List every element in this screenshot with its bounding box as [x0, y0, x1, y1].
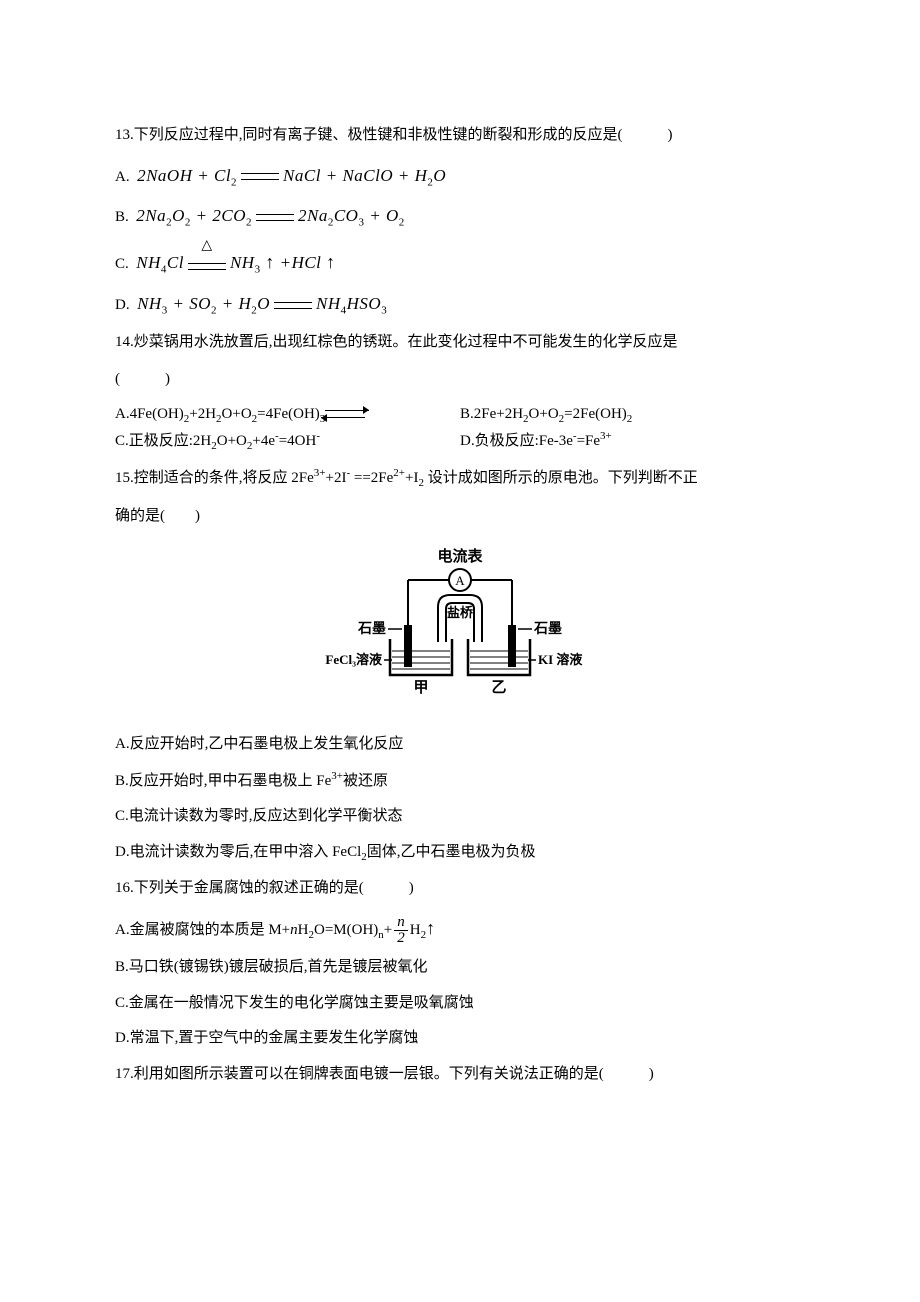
q15-option-d: D.电流计读数为零后,在甲中溶入 FeCl2固体,乙中石墨电极为负极 [115, 837, 805, 869]
q13-option-d: D. NH3 + SO2 + H2ONH4HSO3 [115, 286, 805, 322]
q13-c-formula: NH4Cl△NH3 ↑ +HCl ↑ [136, 253, 335, 272]
q13-d-label: D. [115, 297, 130, 313]
q13-option-c: C. NH4Cl△NH3 ↑ +HCl ↑ [115, 244, 805, 282]
q15-option-a: A.反应开始时,乙中石墨电极上发生氧化反应 [115, 729, 805, 761]
left-beaker-label: 甲 [413, 679, 428, 696]
salt-bridge-label: 盐桥 [447, 605, 474, 620]
q16-a-prefix: A.金属被腐蚀的本质是 M+ [115, 922, 290, 938]
left-solution-label: FeCl₃溶液 [325, 652, 382, 667]
q14-option-b: B.2Fe+2H2O+O2=2Fe(OH)2 [460, 402, 805, 429]
q16-option-b: B.马口铁(镀锡铁)镀层破损后,首先是镀层被氧化 [115, 952, 805, 984]
diagram-title: 电流表 [437, 547, 483, 565]
right-solution-label: KI 溶液 [538, 652, 582, 667]
q13-option-a: A. 2NaOH + Cl2NaCl + NaClO + H2O [115, 158, 805, 194]
frac-num: n [394, 915, 408, 931]
ammeter-label: A [455, 573, 465, 588]
q14-stem2: ( ) [115, 364, 805, 396]
q15-stem: 15.控制适合的条件,将反应 2Fe3++2I- ==2Fe2++I2 设计成如… [115, 462, 805, 495]
q13-b-label: B. [115, 209, 129, 225]
q16-stem: 16.下列关于金属腐蚀的叙述正确的是( ) [115, 873, 805, 905]
q16-option-a: A.金属被腐蚀的本质是 M+nH2O=M(OH)n+n2H2↑ [115, 910, 805, 948]
q14-option-c: C.正极反应:2H2O+O2+4e-=4OH- [115, 428, 460, 456]
q14-stem1: 14.炒菜锅用水洗放置后,出现红棕色的锈斑。在此变化过程中不可能发生的化学反应是 [115, 327, 805, 359]
q17-stem: 17.利用如图所示装置可以在铜牌表面电镀一层银。下列有关说法正确的是( ) [115, 1059, 805, 1091]
q16-option-d: D.常温下,置于空气中的金属主要发生化学腐蚀 [115, 1023, 805, 1055]
right-electrode-label: 石墨 [533, 621, 562, 637]
q15-diagram: 电流表 A 盐桥 石墨 石墨 FeCl₃溶液 KI 溶液 甲 乙 [115, 547, 805, 720]
q16-option-c: C.金属在一般情况下发生的电化学腐蚀主要是吸氧腐蚀 [115, 988, 805, 1020]
q14-option-a: A.4Fe(OH)2+2H2O+O2=4Fe(OH)3 [115, 402, 460, 429]
galvanic-cell-icon: 电流表 A 盐桥 石墨 石墨 FeCl₃溶液 KI 溶液 甲 乙 [310, 547, 610, 707]
q15-option-b: B.反应开始时,甲中石墨电极上 Fe3+被还原 [115, 765, 805, 798]
q16-a-n1: n [290, 922, 298, 938]
q15-option-c: C.电流计读数为零时,反应达到化学平衡状态 [115, 801, 805, 833]
left-electrode-label: 石墨 [357, 621, 386, 637]
q13-b-formula: 2Na2O2 + 2CO22Na2CO3 + O2 [136, 206, 404, 225]
q13-d-formula: NH3 + SO2 + H2ONH4HSO3 [137, 294, 387, 313]
fraction-icon: n2 [394, 915, 408, 946]
q13-stem: 13.下列反应过程中,同时有离子键、极性键和非极性键的断裂和形成的反应是( ) [115, 120, 805, 152]
q14-option-d: D.负极反应:Fe-3e-=Fe3+ [460, 428, 805, 456]
equilibrium-arrow-icon [325, 407, 365, 421]
q13-a-formula: 2NaOH + Cl2NaCl + NaClO + H2O [137, 166, 446, 185]
q16-a-n2: n [378, 929, 384, 941]
q13-option-b: B. 2Na2O2 + 2CO22Na2CO3 + O2 [115, 198, 805, 234]
q13-c-label: C. [115, 256, 129, 272]
frac-den: 2 [394, 931, 408, 946]
q13-a-label: A. [115, 169, 130, 185]
q15-stem-cont: 确的是( ) [115, 501, 805, 533]
right-beaker-label: 乙 [491, 680, 506, 696]
